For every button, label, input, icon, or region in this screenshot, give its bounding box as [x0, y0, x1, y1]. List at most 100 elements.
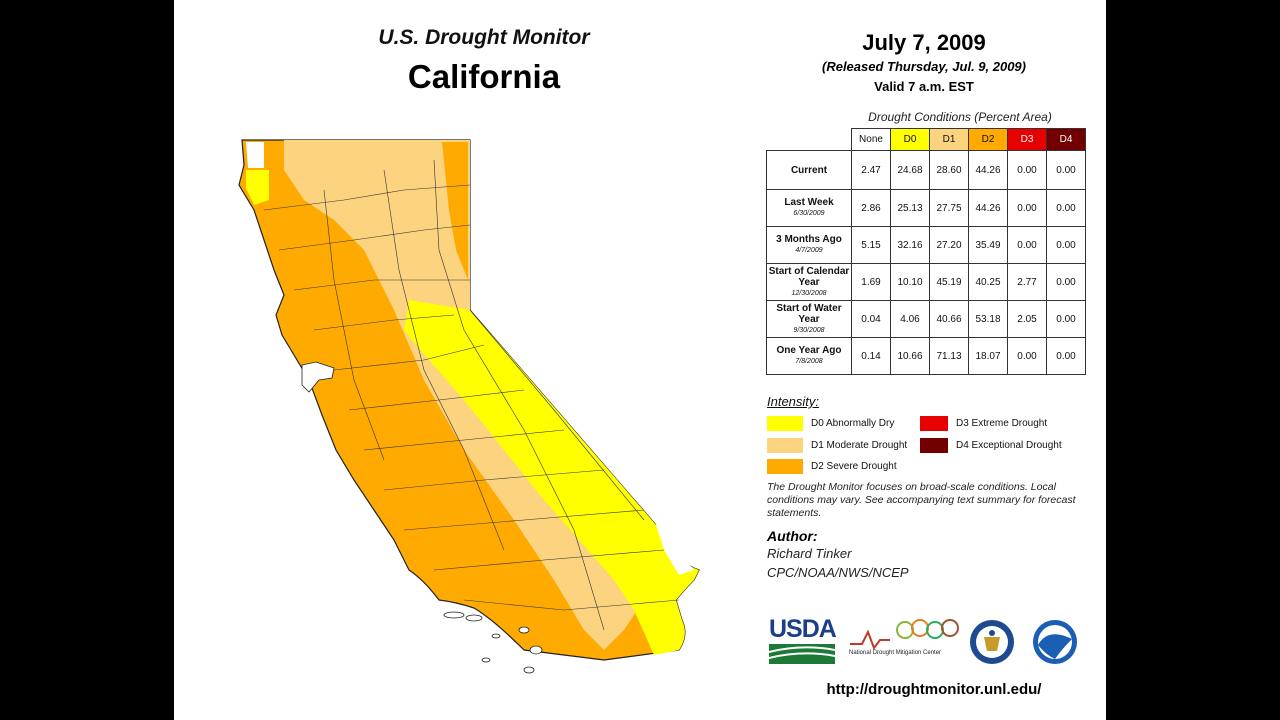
table-cell: 0.00 — [1007, 337, 1047, 375]
table-cell: 40.25 — [968, 263, 1008, 301]
row-label-text: Last Week — [784, 197, 834, 208]
table-cell: 0.00 — [1046, 150, 1086, 190]
table-cell: 0.04 — [851, 300, 891, 338]
table-row: 3 Months Ago 4/7/2009 5.15 32.16 27.20 35.49 0… — [766, 226, 1086, 264]
table-cell: 0.00 — [1007, 150, 1047, 190]
table-cell: 0.00 — [1046, 337, 1086, 375]
row-label-text: Current — [790, 164, 828, 176]
table-cell: 0.00 — [1046, 226, 1086, 264]
table-cell: 4.06 — [890, 300, 930, 338]
legend-swatch — [767, 416, 803, 431]
d2-northeast — [442, 142, 468, 280]
disclaimer-note: The Drought Monitor focuses on broad-sca… — [767, 481, 1076, 519]
col-header: D3 — [1007, 128, 1047, 151]
table-cell: 44.26 — [968, 150, 1008, 190]
legend-swatch — [920, 416, 948, 431]
header-blank — [767, 129, 852, 151]
legend-label: D3 Extreme Drought — [956, 418, 1048, 429]
col-header: D2 — [968, 128, 1008, 151]
legend-item-d0: D0 Abnormally Dry — [767, 416, 894, 431]
table-cell: 0.14 — [851, 337, 891, 375]
website-url[interactable]: http://droughtmonitor.unl.edu/ — [826, 681, 1042, 698]
table-cell: 1.69 — [851, 263, 891, 301]
legend-item-d2: D2 Severe Drought — [767, 459, 897, 474]
table-cell: 2.86 — [851, 189, 891, 227]
table-cell: 40.66 — [929, 300, 969, 338]
d0-region — [404, 300, 699, 655]
table-cell: 25.13 — [890, 189, 930, 227]
row-label: Current — [766, 150, 852, 190]
table-cell: 35.49 — [968, 226, 1008, 264]
table-cell: 53.18 — [968, 300, 1008, 338]
table-cell: 0.00 — [1046, 263, 1086, 301]
d0-north-coast — [246, 170, 269, 205]
usda-logo-stripes — [769, 644, 835, 664]
county-lines — [263, 159, 680, 631]
legend-swatch — [767, 438, 803, 453]
ndmc-logo: National Drought Mitigation Center — [849, 650, 942, 656]
legend-label: D1 Moderate Drought — [811, 440, 908, 451]
table-cell: 0.00 — [1007, 226, 1047, 264]
table-row: Current 2.47 24.68 28.60 44.26 0.00 0.00 — [766, 150, 1086, 190]
row-label-text: One Year Ago — [776, 345, 842, 356]
channel-islands — [443, 611, 543, 674]
row-label-text: Start of Water Year — [776, 302, 842, 325]
california-map — [238, 139, 700, 674]
table-cell: 71.13 — [929, 337, 969, 375]
row-label-date: 12/30/2008 — [791, 289, 827, 297]
col-header: D1 — [929, 128, 969, 151]
table-cell: 32.16 — [890, 226, 930, 264]
table-cell: 2.47 — [851, 150, 891, 190]
table-cell: 0.00 — [1046, 189, 1086, 227]
table-cell: 2.77 — [1007, 263, 1047, 301]
commerce-seal-icon — [970, 620, 1014, 664]
row-label-text: 3 Months Ago — [776, 234, 842, 245]
row-label-text: Start of Calendar Year — [768, 265, 850, 288]
table-row: Start of Water Year 9/30/2008 0.04 4.06 40.6… — [766, 300, 1086, 338]
table-cell: 10.10 — [890, 263, 930, 301]
ndmc-logo-graphic — [850, 619, 959, 650]
col-header: D4 — [1046, 128, 1086, 151]
bay-area — [301, 361, 335, 393]
none-region-southeast — [654, 518, 694, 575]
table-cell: 18.07 — [968, 337, 1008, 375]
legend-label: D2 Severe Drought — [811, 461, 897, 472]
drought-monitor-panel: U.S. Drought Monitor California July 7, … — [174, 0, 1106, 720]
drought-conditions-table: None D0 D1 D2 D3 D4 Current 2.47 24.68 28.6… — [766, 128, 1086, 375]
table-cell: 28.60 — [929, 150, 969, 190]
table-row: Last Week 6/30/2009 2.86 25.13 27.75 44.26 0.0… — [766, 189, 1086, 227]
legend-item-d3: D3 Extreme Drought — [920, 416, 1047, 431]
table-cell: 27.75 — [929, 189, 969, 227]
row-label: Start of Water Year 9/30/2008 — [766, 300, 852, 338]
row-label: One Year Ago 7/8/2008 — [766, 337, 852, 375]
row-label: 3 Months Ago 4/7/2009 — [766, 226, 852, 264]
table-header-row: None D0 D1 D2 D3 D4 — [767, 128, 1086, 151]
legend-item-d1: D1 Moderate Drought — [767, 438, 907, 453]
legend-title: Intensity: — [767, 394, 820, 409]
row-label: Last Week 6/30/2009 — [766, 189, 852, 227]
valid-time: Valid 7 a.m. EST — [874, 79, 974, 94]
author-name: Richard Tinker — [767, 546, 852, 561]
legend-swatch — [920, 438, 948, 453]
table-cell: 5.15 — [851, 226, 891, 264]
noaa-logo-icon — [1033, 620, 1077, 664]
state-title: California — [407, 58, 561, 95]
table-cell: 27.20 — [929, 226, 969, 264]
col-header: D0 — [890, 128, 930, 151]
legend-item-d4: D4 Exceptional Drought — [920, 438, 1062, 453]
table-row: One Year Ago 7/8/2008 0.14 10.66 71.13 18.07 0… — [766, 337, 1086, 375]
author-org: CPC/NOAA/NWS/NCEP — [767, 565, 909, 580]
table-cell: 45.19 — [929, 263, 969, 301]
row-label-date: 4/7/2009 — [795, 247, 823, 254]
usda-logo: USDA — [769, 615, 837, 643]
release-date: (Released Thursday, Jul. 9, 2009) — [822, 59, 1026, 74]
map-date: July 7, 2009 — [862, 30, 986, 55]
row-label-date: 6/30/2009 — [793, 210, 825, 217]
author-label: Author: — [767, 528, 818, 544]
row-label-date: 9/30/2008 — [793, 326, 825, 334]
table-caption: Drought Conditions (Percent Area) — [868, 110, 1052, 124]
legend-label: D4 Exceptional Drought — [956, 440, 1062, 451]
table-cell: 24.68 — [890, 150, 930, 190]
monitor-title: U.S. Drought Monitor — [378, 26, 590, 49]
table-cell: 10.66 — [890, 337, 930, 375]
